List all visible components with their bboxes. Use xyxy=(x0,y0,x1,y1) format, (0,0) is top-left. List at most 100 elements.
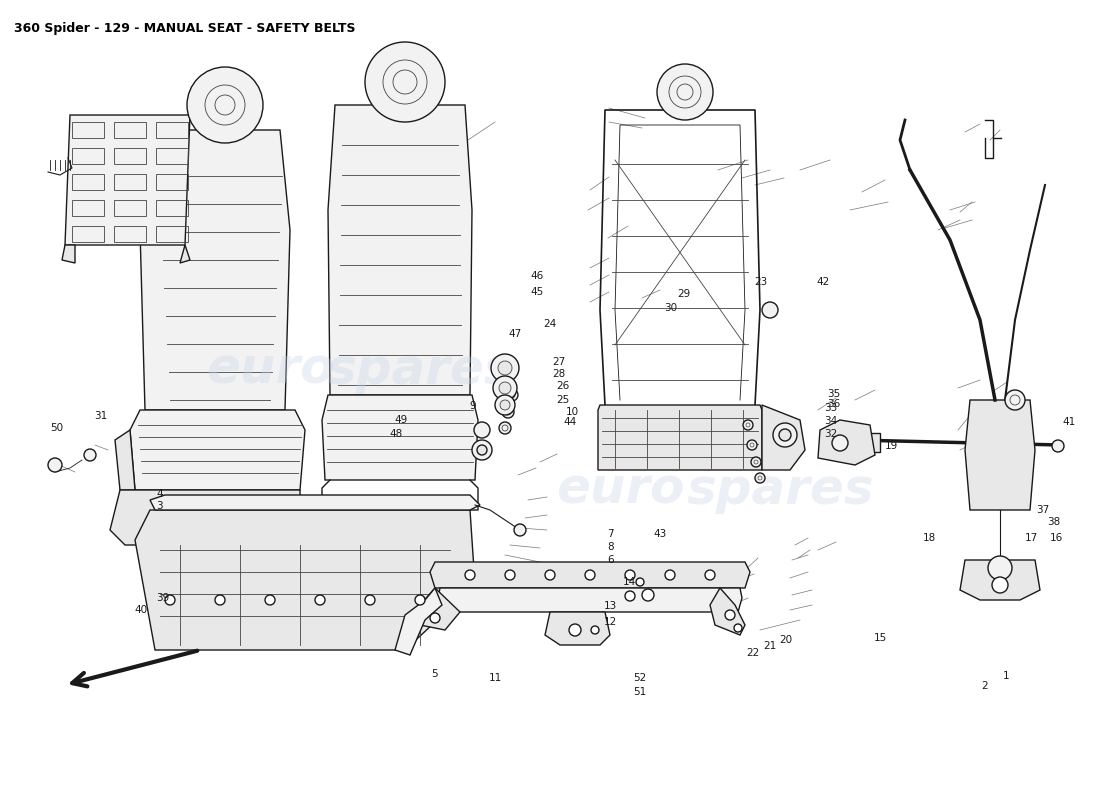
Text: 1: 1 xyxy=(1003,671,1010,681)
Text: 35: 35 xyxy=(827,389,840,398)
Circle shape xyxy=(430,613,440,623)
Bar xyxy=(114,200,146,216)
Bar xyxy=(156,122,188,138)
Circle shape xyxy=(499,422,512,434)
Text: 30: 30 xyxy=(664,303,678,313)
Circle shape xyxy=(465,570,475,580)
Polygon shape xyxy=(430,562,750,588)
Circle shape xyxy=(636,578,644,586)
Circle shape xyxy=(734,624,742,632)
Text: 5: 5 xyxy=(431,669,438,678)
Circle shape xyxy=(1005,390,1025,410)
Bar xyxy=(72,174,104,190)
Circle shape xyxy=(591,626,600,634)
Text: 40: 40 xyxy=(134,605,147,614)
Circle shape xyxy=(502,406,514,418)
Text: 42: 42 xyxy=(816,277,829,286)
Circle shape xyxy=(493,376,517,400)
Circle shape xyxy=(755,473,764,483)
Text: spares: spares xyxy=(686,466,873,514)
Text: 27: 27 xyxy=(552,357,565,366)
Text: 12: 12 xyxy=(604,618,617,627)
Polygon shape xyxy=(110,490,300,545)
Text: 41: 41 xyxy=(1063,418,1076,427)
Polygon shape xyxy=(818,420,874,465)
Circle shape xyxy=(832,435,848,451)
Text: 24: 24 xyxy=(543,319,557,329)
Text: 2: 2 xyxy=(981,682,988,691)
Polygon shape xyxy=(960,560,1040,600)
Text: 45: 45 xyxy=(530,287,543,297)
Bar xyxy=(156,174,188,190)
Bar xyxy=(156,148,188,164)
Polygon shape xyxy=(322,395,478,480)
Circle shape xyxy=(779,429,791,441)
Text: 13: 13 xyxy=(604,602,617,611)
Circle shape xyxy=(474,422,490,438)
Text: spares: spares xyxy=(327,346,514,394)
Polygon shape xyxy=(855,433,880,452)
Circle shape xyxy=(625,591,635,601)
Circle shape xyxy=(988,556,1012,580)
Polygon shape xyxy=(130,410,305,490)
Circle shape xyxy=(187,67,263,143)
Text: 37: 37 xyxy=(1036,506,1049,515)
Circle shape xyxy=(1052,440,1064,452)
Text: 20: 20 xyxy=(779,635,792,645)
Polygon shape xyxy=(150,495,480,510)
Circle shape xyxy=(747,440,757,450)
Circle shape xyxy=(491,354,519,382)
Circle shape xyxy=(472,440,492,460)
Text: 48: 48 xyxy=(389,429,403,438)
Circle shape xyxy=(265,595,275,605)
Text: 4: 4 xyxy=(156,490,163,499)
Text: 33: 33 xyxy=(824,403,837,413)
Polygon shape xyxy=(116,430,135,490)
Circle shape xyxy=(415,595,425,605)
Polygon shape xyxy=(395,588,442,655)
Text: 38: 38 xyxy=(1047,517,1060,526)
Circle shape xyxy=(165,595,175,605)
Circle shape xyxy=(500,400,510,410)
Circle shape xyxy=(666,570,675,580)
Circle shape xyxy=(506,389,518,401)
Circle shape xyxy=(725,610,735,620)
Circle shape xyxy=(514,524,526,536)
Bar xyxy=(72,148,104,164)
Bar xyxy=(156,226,188,242)
Text: 21: 21 xyxy=(763,642,777,651)
Bar xyxy=(156,200,188,216)
Text: 29: 29 xyxy=(678,290,691,299)
Text: 7: 7 xyxy=(607,530,614,539)
Polygon shape xyxy=(328,105,472,395)
Circle shape xyxy=(762,302,778,318)
Bar xyxy=(72,226,104,242)
Text: euro: euro xyxy=(206,346,334,394)
Polygon shape xyxy=(710,588,745,635)
Text: 26: 26 xyxy=(557,381,570,390)
Circle shape xyxy=(365,595,375,605)
Polygon shape xyxy=(598,405,762,470)
Circle shape xyxy=(365,42,446,122)
Circle shape xyxy=(544,570,556,580)
Circle shape xyxy=(495,395,515,415)
Polygon shape xyxy=(965,400,1035,510)
Text: 32: 32 xyxy=(824,429,837,438)
Text: 360 Spider - 129 - MANUAL SEAT - SAFETY BELTS: 360 Spider - 129 - MANUAL SEAT - SAFETY … xyxy=(14,22,355,35)
Circle shape xyxy=(642,589,654,601)
Text: 51: 51 xyxy=(634,687,647,697)
Bar xyxy=(72,122,104,138)
Polygon shape xyxy=(420,588,460,630)
Circle shape xyxy=(499,382,512,394)
Text: 52: 52 xyxy=(634,674,647,683)
Text: 10: 10 xyxy=(565,407,579,417)
Text: 34: 34 xyxy=(824,416,837,426)
Text: 11: 11 xyxy=(488,674,502,683)
Circle shape xyxy=(505,570,515,580)
Text: 46: 46 xyxy=(530,271,543,281)
Text: euro: euro xyxy=(556,466,684,514)
Circle shape xyxy=(48,458,62,472)
Text: 6: 6 xyxy=(607,555,614,565)
Circle shape xyxy=(742,420,754,430)
Circle shape xyxy=(773,423,798,447)
